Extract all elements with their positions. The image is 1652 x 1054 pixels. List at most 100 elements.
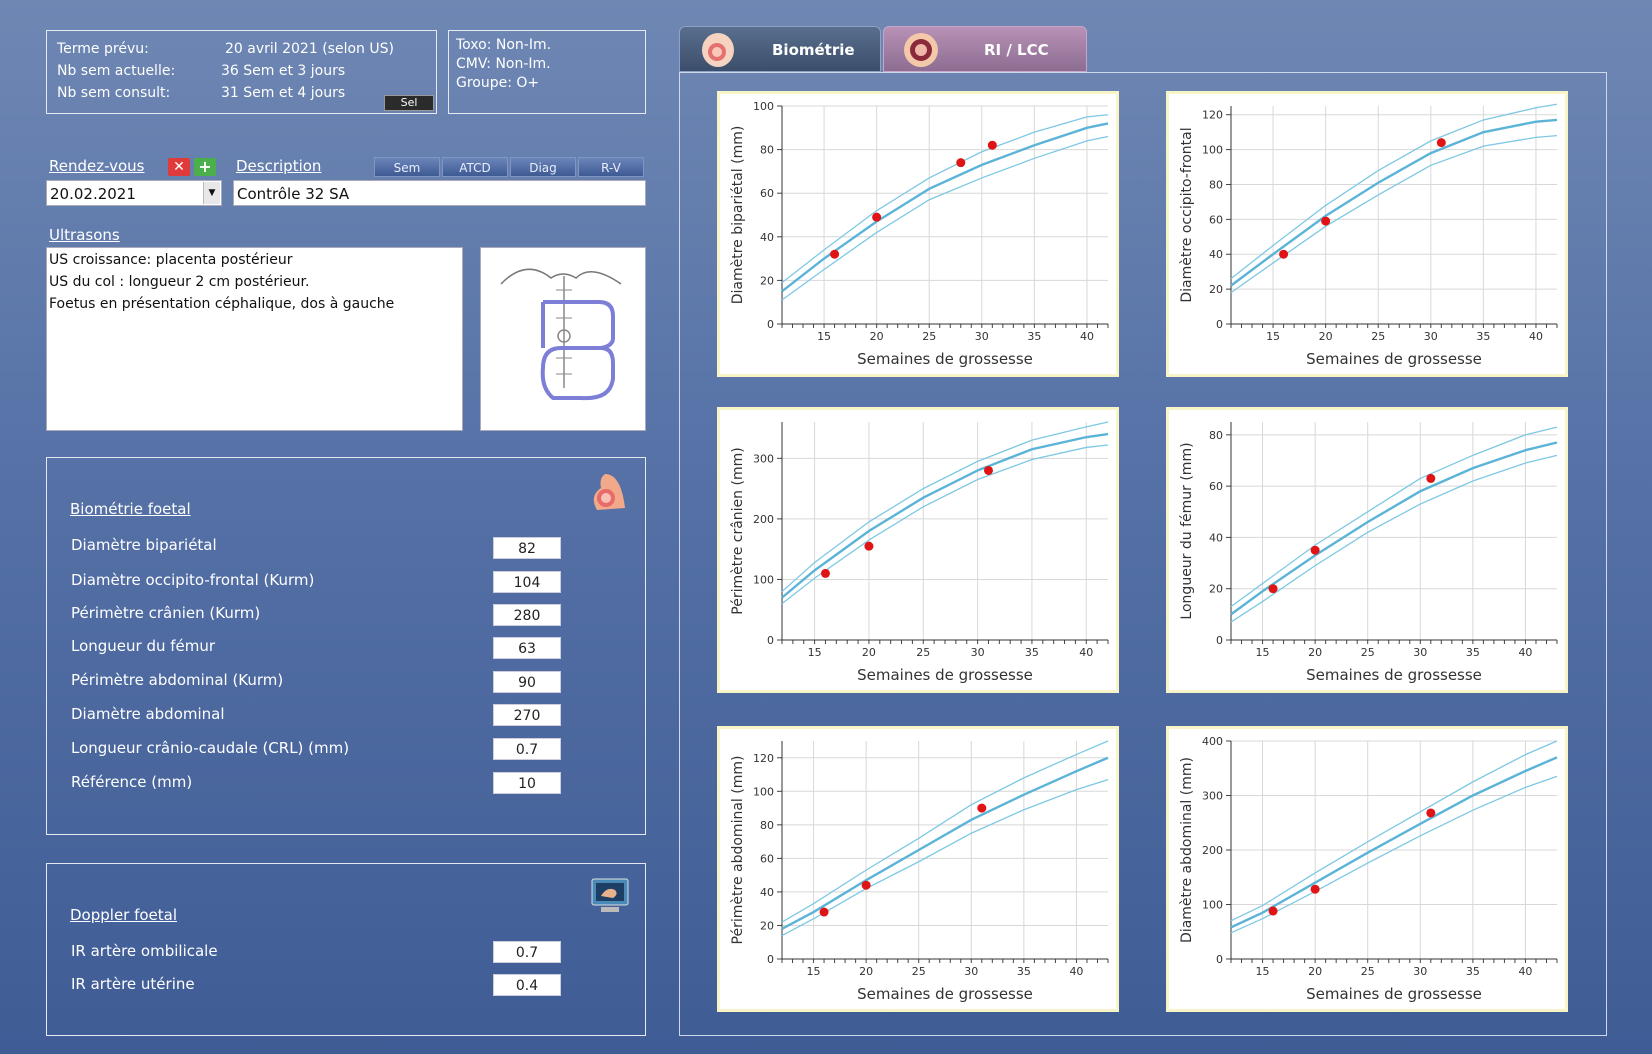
ac-value[interactable]: 90	[493, 671, 561, 693]
x-tick-label: 25	[912, 965, 926, 978]
bpd-value[interactable]: 82	[493, 537, 561, 559]
ultrasound-notes[interactable]: US croissance: placenta postérieur US du…	[46, 247, 463, 431]
x-tick-label: 15	[1256, 646, 1270, 659]
chart-bpd: 15 20 25 30 35 40 0 20 40 60 80 100 Semaines de gros…	[730, 100, 1109, 368]
fetus-position-diagram[interactable]	[480, 247, 646, 431]
measurement-point	[1268, 906, 1278, 916]
description-input[interactable]: Contrôle 32 SA	[233, 180, 646, 206]
y-tick-label: 0	[767, 953, 774, 966]
measurement-point	[830, 249, 840, 259]
x-tick-label: 20	[870, 330, 884, 343]
x-tick-label: 25	[916, 646, 930, 659]
measurement-point	[983, 465, 993, 475]
y-tick-label: 60	[760, 852, 774, 865]
reference-label: Référence (mm)	[71, 773, 193, 791]
x-tick-label: 30	[975, 330, 989, 343]
y-tick-label: 120	[753, 752, 774, 765]
ofd-value[interactable]: 104	[493, 571, 561, 593]
tab-diag[interactable]: Diag	[510, 157, 576, 177]
plus-icon: +	[198, 157, 212, 176]
pregnancy-tab-icon	[702, 33, 734, 67]
measurement-point	[820, 568, 830, 578]
x-tick-label: 20	[862, 646, 876, 659]
due-date-label: Terme prévu:	[57, 41, 149, 57]
x-tick-label: 40	[1518, 646, 1532, 659]
umbilical-ri-value[interactable]: 0.7	[493, 941, 561, 963]
toxo-status: Toxo: Non-Im.	[456, 37, 552, 53]
plot-area	[782, 422, 1108, 640]
description-link[interactable]: Description	[236, 157, 322, 175]
y-tick-label: 20	[1209, 283, 1223, 296]
biometry-title[interactable]: Biométrie foetal	[70, 500, 191, 518]
measurement-point	[1426, 473, 1436, 483]
rdv-link[interactable]: Rendez-vous	[49, 157, 145, 175]
y-tick-label: 0	[1216, 634, 1223, 647]
reference-value[interactable]: 10	[493, 772, 561, 794]
fl-label: Longueur du fémur	[71, 637, 216, 655]
x-tick-label: 35	[1476, 330, 1490, 343]
tab-sem[interactable]: Sem	[374, 157, 440, 177]
measurement-point	[987, 140, 997, 150]
tab-rv[interactable]: R-V	[578, 157, 644, 177]
x-tick-label: 40	[1529, 330, 1543, 343]
y-tick-label: 100	[1202, 144, 1223, 157]
ofd-label: Diamètre occipito-frontal (Kurm)	[71, 571, 315, 589]
tab-biometrie[interactable]: Biométrie	[679, 26, 881, 72]
x-tick-label: 35	[1466, 965, 1480, 978]
tab-ri-lcc[interactable]: RI / LCC	[883, 26, 1087, 72]
chart-panel-hc: 15 20 25 30 35 40 0 100 200 300 Semaines de grosse…	[717, 407, 1119, 693]
measurement-point	[1310, 884, 1320, 894]
measurement-point	[1268, 584, 1278, 594]
doppler-title[interactable]: Doppler foetal	[70, 906, 178, 924]
y-tick-label: 60	[1209, 480, 1223, 493]
y-tick-label: 80	[1209, 429, 1223, 442]
pregnancy-icon	[591, 472, 627, 512]
x-axis-label: Semaines de grossesse	[1306, 350, 1482, 368]
y-tick-label: 40	[1209, 248, 1223, 261]
hc-value[interactable]: 280	[493, 604, 561, 626]
x-tick-label: 15	[1266, 330, 1280, 343]
chevron-down-icon[interactable]: ▼	[203, 182, 220, 204]
measurement-point	[864, 541, 874, 551]
x-tick-label: 40	[1069, 965, 1083, 978]
y-tick-label: 40	[760, 886, 774, 899]
x-tick-label: 40	[1518, 965, 1532, 978]
measurement-point	[956, 158, 966, 168]
x-tick-label: 25	[1361, 965, 1375, 978]
delete-rdv-button[interactable]: ✕	[168, 158, 190, 176]
y-tick-label: 300	[753, 452, 774, 465]
growth-curve-1	[1230, 426, 1558, 608]
plot-area	[782, 106, 1108, 324]
y-tick-label: 300	[1202, 790, 1223, 803]
bpd-label: Diamètre bipariétal	[71, 536, 217, 554]
sel-button[interactable]: Sel	[384, 95, 434, 111]
y-tick-label: 0	[1216, 318, 1223, 331]
x-axis-label: Semaines de grossesse	[857, 350, 1033, 368]
rdv-date-select[interactable]: 20.02.2021 ▼	[46, 180, 222, 206]
x-tick-label: 25	[1371, 330, 1385, 343]
measurement-point	[819, 907, 829, 917]
y-tick-label: 0	[1216, 953, 1223, 966]
crl-value[interactable]: 0.7	[493, 738, 561, 760]
y-tick-label: 80	[1209, 178, 1223, 191]
ad-value[interactable]: 270	[493, 704, 561, 726]
y-tick-label: 200	[1202, 844, 1223, 857]
hc-label: Périmètre crânien (Kurm)	[71, 604, 261, 622]
x-tick-label: 40	[1080, 330, 1094, 343]
growth-curve-0	[781, 756, 1109, 930]
y-tick-label: 20	[1209, 583, 1223, 596]
x-axis-label: Semaines de grossesse	[1306, 985, 1482, 1003]
y-tick-label: 100	[1202, 899, 1223, 912]
uterine-ri-value[interactable]: 0.4	[493, 974, 561, 996]
y-tick-label: 60	[760, 187, 774, 200]
add-rdv-button[interactable]: +	[194, 158, 216, 176]
y-tick-label: 80	[760, 819, 774, 832]
fl-value[interactable]: 63	[493, 637, 561, 659]
ultrasound-link[interactable]: Ultrasons	[49, 226, 120, 244]
plot-area	[1231, 106, 1557, 324]
x-tick-label: 35	[1017, 965, 1031, 978]
umbilical-ri-label: IR artère ombilicale	[71, 942, 218, 960]
tab-atcd[interactable]: ATCD	[442, 157, 508, 177]
tab-biometrie-label: Biométrie	[772, 41, 855, 59]
y-tick-label: 0	[767, 318, 774, 331]
